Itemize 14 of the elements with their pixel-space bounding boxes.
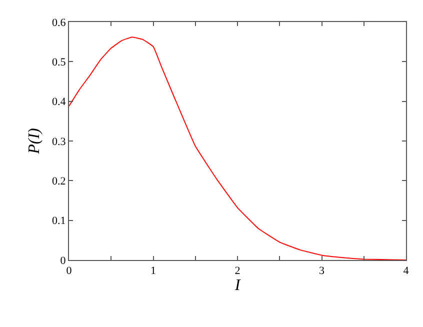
y-tick-label: 0.4 (52, 96, 66, 108)
y-tick-label: 0.5 (52, 56, 66, 69)
y-tick-label: 0.2 (52, 176, 66, 188)
x-tick-label: 4 (403, 265, 410, 278)
x-axis-title: I (234, 277, 241, 294)
x-tick-label: 3 (319, 265, 325, 278)
y-tick-label: 0.3 (52, 136, 66, 148)
x-tick-label: 2 (234, 265, 240, 278)
y-tick-label: 0.6 (52, 16, 66, 29)
y-tick-label: 0.1 (52, 215, 66, 228)
y-axis-title: P(I) (26, 128, 43, 155)
x-tick-label: 1 (150, 265, 156, 278)
y-tick-label: 0 (60, 254, 66, 267)
line-series (69, 36, 406, 260)
